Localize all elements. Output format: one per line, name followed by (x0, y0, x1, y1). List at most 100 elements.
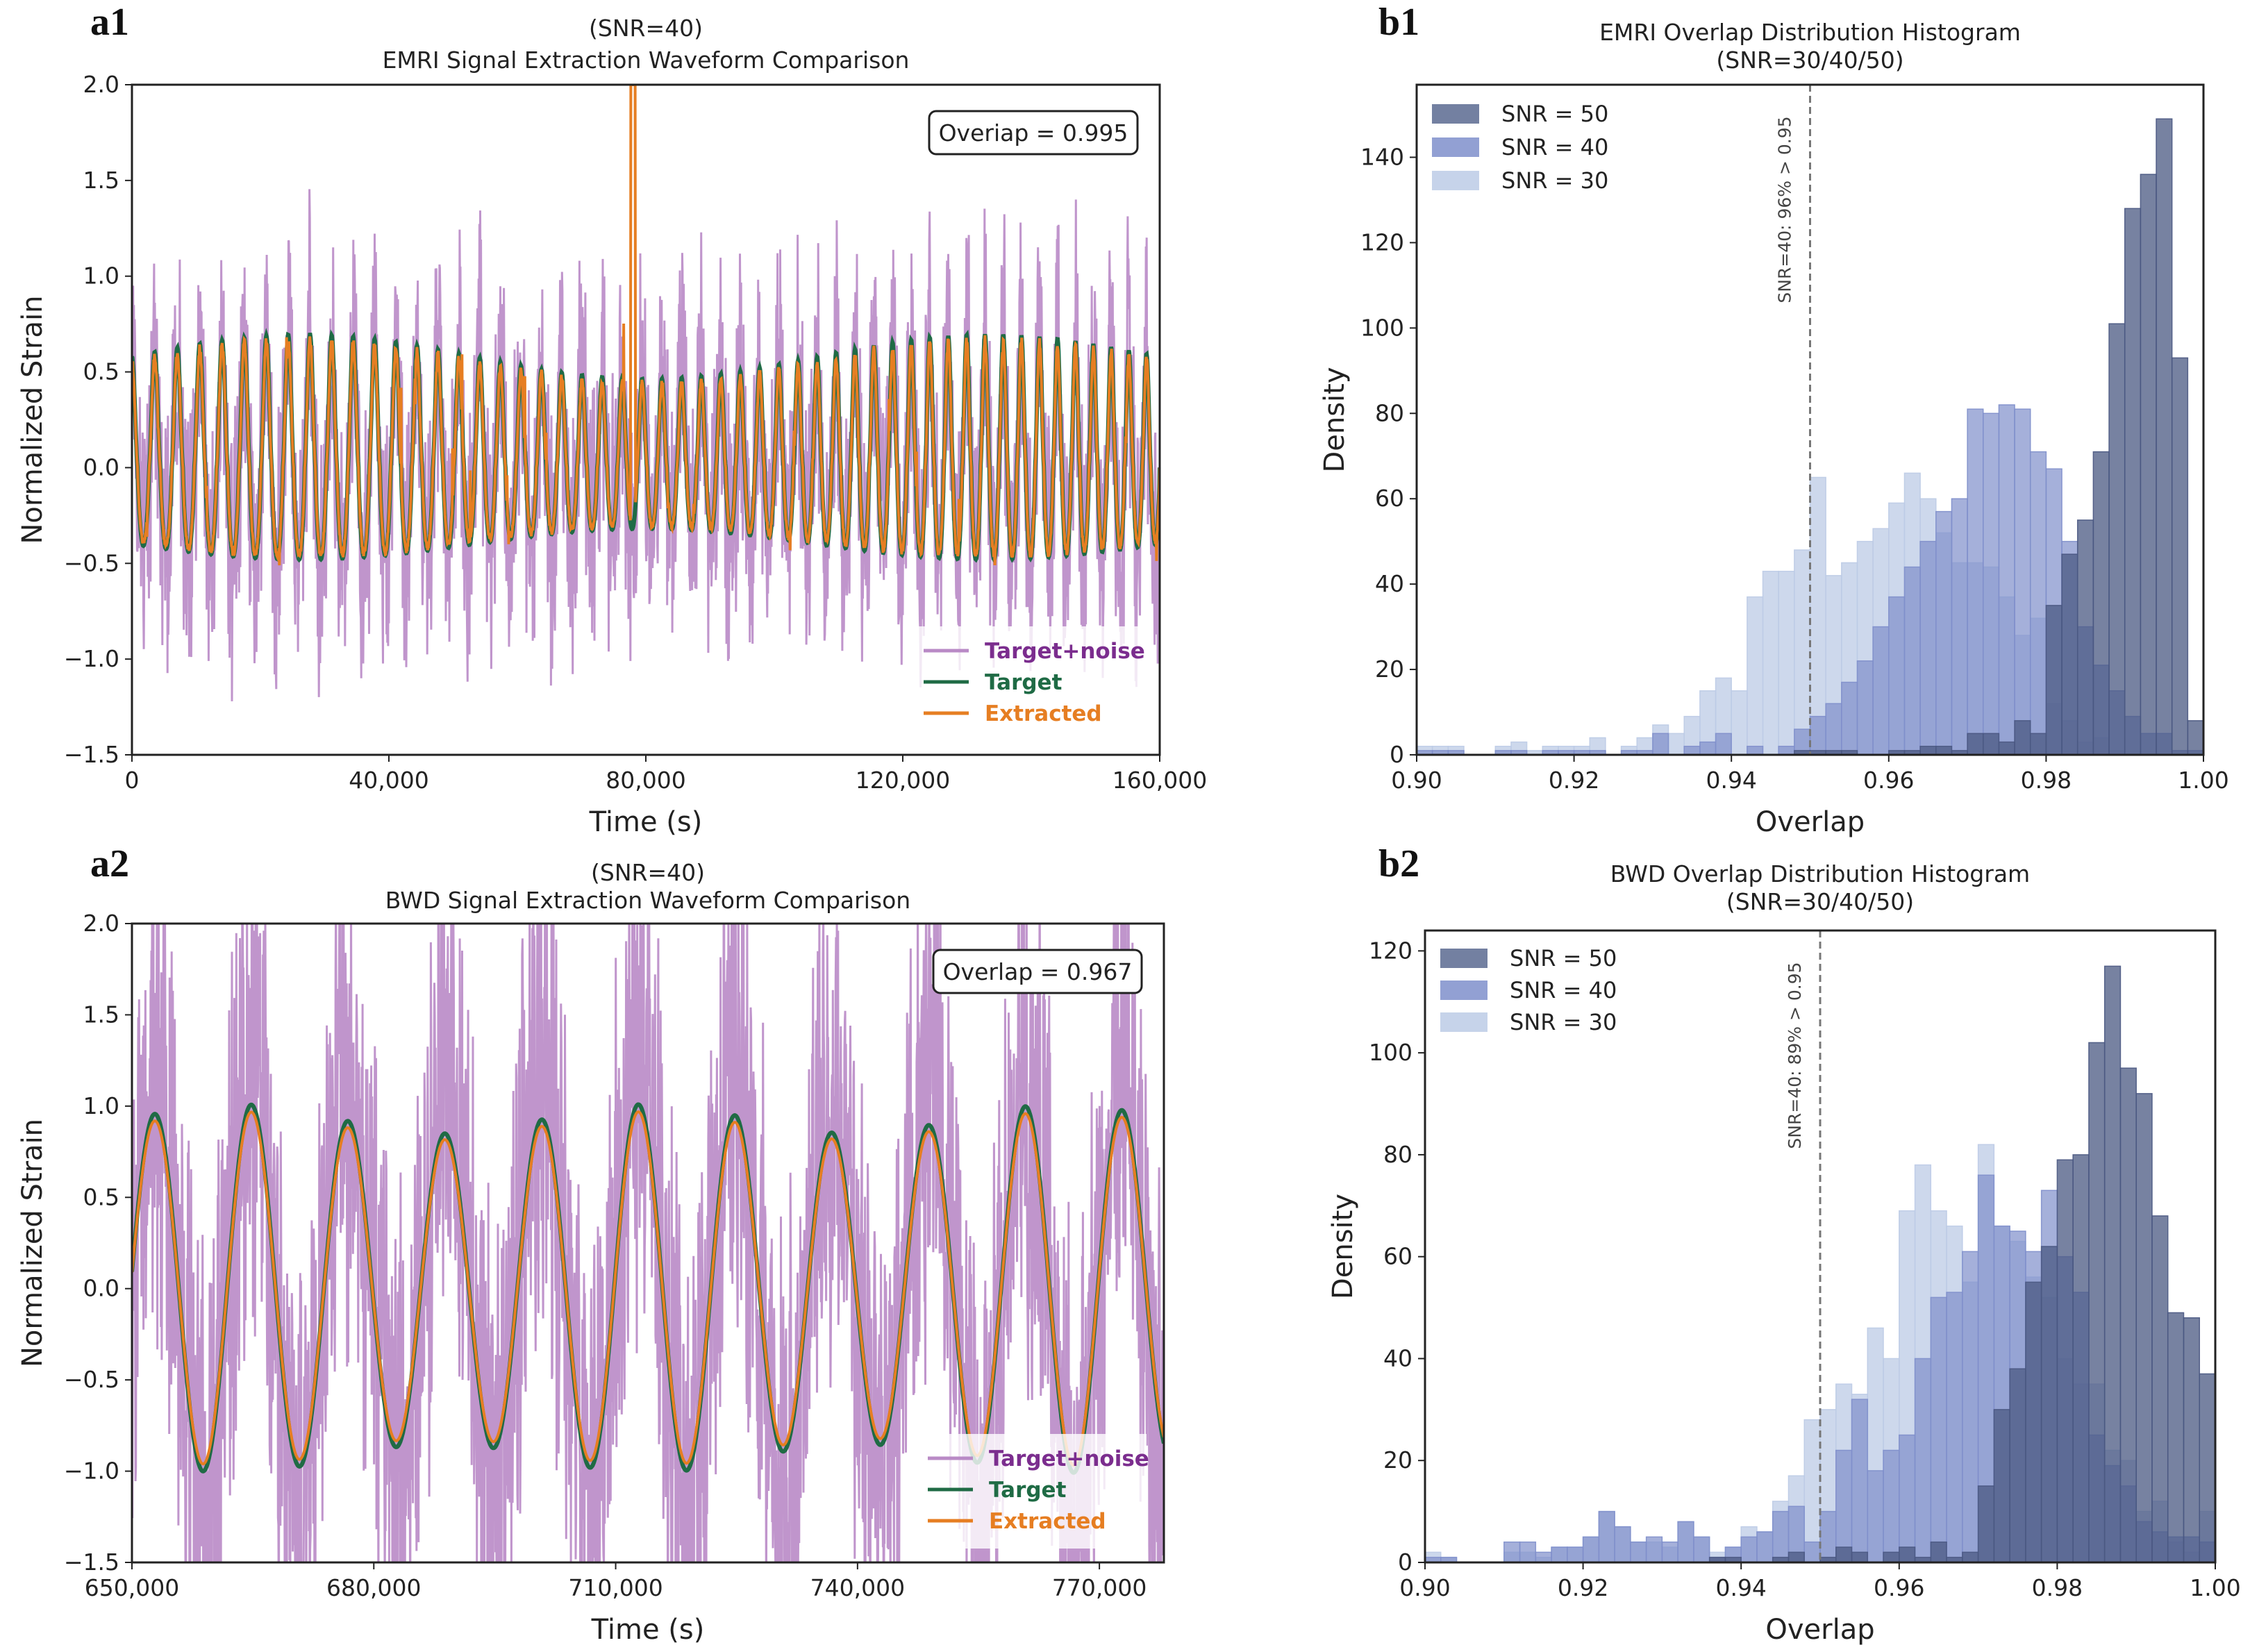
y-axis-label: Density (1319, 367, 1351, 472)
overlap-annotation: Overlap = 0.967 (943, 958, 1133, 985)
y-tick-label: 140 (1360, 143, 1404, 170)
histogram-bar (2014, 408, 2031, 756)
histogram-bar (1935, 510, 1953, 756)
histogram-bar (2124, 208, 2142, 756)
x-tick-label: 0.96 (1874, 1574, 1924, 1601)
histogram-bar (1899, 1546, 1916, 1563)
histogram-bar (2151, 1215, 2169, 1563)
chart-title: (SNR=40) (591, 859, 705, 886)
histogram-bar (1835, 1449, 1853, 1563)
plot-area (132, 85, 1160, 701)
panel-b2: b2 BWD Overlap Distribution Histogram(SNR… (1327, 842, 2241, 1646)
histogram-bar (2088, 1042, 2106, 1563)
x-tick-label: 0.94 (1706, 767, 1756, 794)
y-tick-label: −1.5 (64, 1549, 119, 1576)
y-tick-label: 40 (1375, 570, 1404, 597)
x-tick-label: 0.98 (2021, 767, 2072, 794)
y-tick-label: −0.5 (64, 549, 119, 576)
series-snr50 (1794, 118, 2204, 756)
histogram-bar (1652, 733, 1669, 756)
legend-swatch (1432, 137, 1479, 157)
histogram-bar (1772, 1510, 1790, 1563)
overlap-annotation: Overiap = 0.995 (939, 119, 1128, 147)
histogram-bar (1883, 1449, 1900, 1563)
histogram-bar (1872, 626, 1890, 756)
histogram-bar (1998, 404, 2015, 756)
histogram-bar (1778, 745, 1795, 756)
histogram-bar (1935, 745, 1953, 756)
histogram-bar (2103, 965, 2122, 1563)
legend-swatch (1440, 949, 1488, 968)
histogram-bar (1693, 1536, 1710, 1563)
histogram-bar (1667, 733, 1685, 756)
histogram-bar (1998, 741, 2015, 756)
histogram-bar (1903, 566, 1921, 756)
histogram-bar (1977, 1485, 1995, 1563)
histogram-bar (1825, 703, 1842, 756)
histogram-bar (1683, 745, 1701, 756)
threshold-annotation: SNR=40: 96% > 0.95 (1775, 116, 1795, 303)
x-tick-label: 1.00 (2190, 1574, 2240, 1601)
y-tick-label: 0 (1390, 741, 1404, 768)
x-tick-label: 0.90 (1391, 767, 1442, 794)
y-tick-label: 20 (1375, 656, 1404, 683)
histogram-bar (1661, 1541, 1678, 1563)
histogram-bar (1899, 1434, 1916, 1563)
plot-frame (1415, 83, 2205, 756)
y-tick-label: 0 (1398, 1549, 1412, 1576)
histogram-bar (1883, 1551, 1900, 1563)
histogram-bar (1867, 1470, 1884, 1563)
x-tick-label: 0.92 (1558, 1574, 1608, 1601)
y-tick-label: 2.0 (83, 71, 119, 98)
histogram-bar (1715, 733, 1732, 756)
plot-area (1424, 965, 2216, 1563)
histogram-bar (1567, 1546, 1584, 1563)
histogram-bar (1888, 596, 1906, 756)
histogram-bar (1519, 1541, 1537, 1563)
x-axis-label: Overlap (1765, 1614, 1874, 1646)
histogram-bar (2025, 1281, 2042, 1563)
x-tick-label: 0.90 (1399, 1574, 1450, 1601)
histogram-bar (2156, 118, 2173, 756)
y-tick-label: 40 (1383, 1344, 1412, 1371)
panel-label: a1 (90, 1, 129, 44)
histogram-bar (1919, 745, 1937, 756)
legend-label: SNR = 30 (1510, 1009, 1617, 1035)
histogram-bar (1551, 1546, 1568, 1563)
overlap-annotation-box (928, 110, 1139, 156)
histogram-bar (1803, 1541, 1821, 1563)
panel-label: b2 (1378, 842, 1419, 885)
histogram-bar (2061, 553, 2078, 756)
histogram-bar (1930, 1541, 1947, 1563)
histogram-bar (1809, 476, 1826, 756)
histogram-bar (2040, 1246, 2058, 1563)
legend-label: SNR = 40 (1501, 134, 1608, 160)
y-tick-label: −1.0 (64, 1458, 119, 1485)
x-tick-label: 680,000 (326, 1574, 421, 1601)
histogram-bar (1962, 1551, 1979, 1563)
histogram-bar (1535, 1551, 1552, 1563)
histogram-bar (1630, 1541, 1647, 1563)
chart-subtitle: (SNR=30/40/50) (1726, 888, 1914, 915)
histogram-bar (1967, 733, 1984, 756)
histogram-bar (2119, 1067, 2137, 1563)
y-tick-label: 0.0 (83, 1275, 119, 1302)
series-extracted-line (132, 1110, 1164, 1467)
x-tick-label: 710,000 (568, 1574, 662, 1601)
x-tick-label: 0.96 (1863, 767, 1914, 794)
panel-b1: b1 EMRI Overlap Distribution Histogram(SN… (1319, 1, 2229, 838)
histogram-bar (2135, 1093, 2153, 1563)
y-tick-label: 100 (1369, 1039, 1412, 1066)
x-tick-label: 80,000 (606, 767, 685, 794)
histogram-bar (2183, 1317, 2200, 1563)
legend-label: Target+noise (989, 1446, 1149, 1471)
histogram-bar (1614, 1526, 1631, 1563)
histogram-bar (1809, 715, 1826, 756)
y-tick-label: 80 (1375, 399, 1404, 426)
histogram-bar (1851, 1551, 1869, 1563)
histogram-bar (1756, 1531, 1774, 1563)
histogram-bar (2014, 720, 2031, 756)
y-tick-label: 1.5 (83, 167, 119, 194)
legend-label: Target (989, 1478, 1067, 1503)
